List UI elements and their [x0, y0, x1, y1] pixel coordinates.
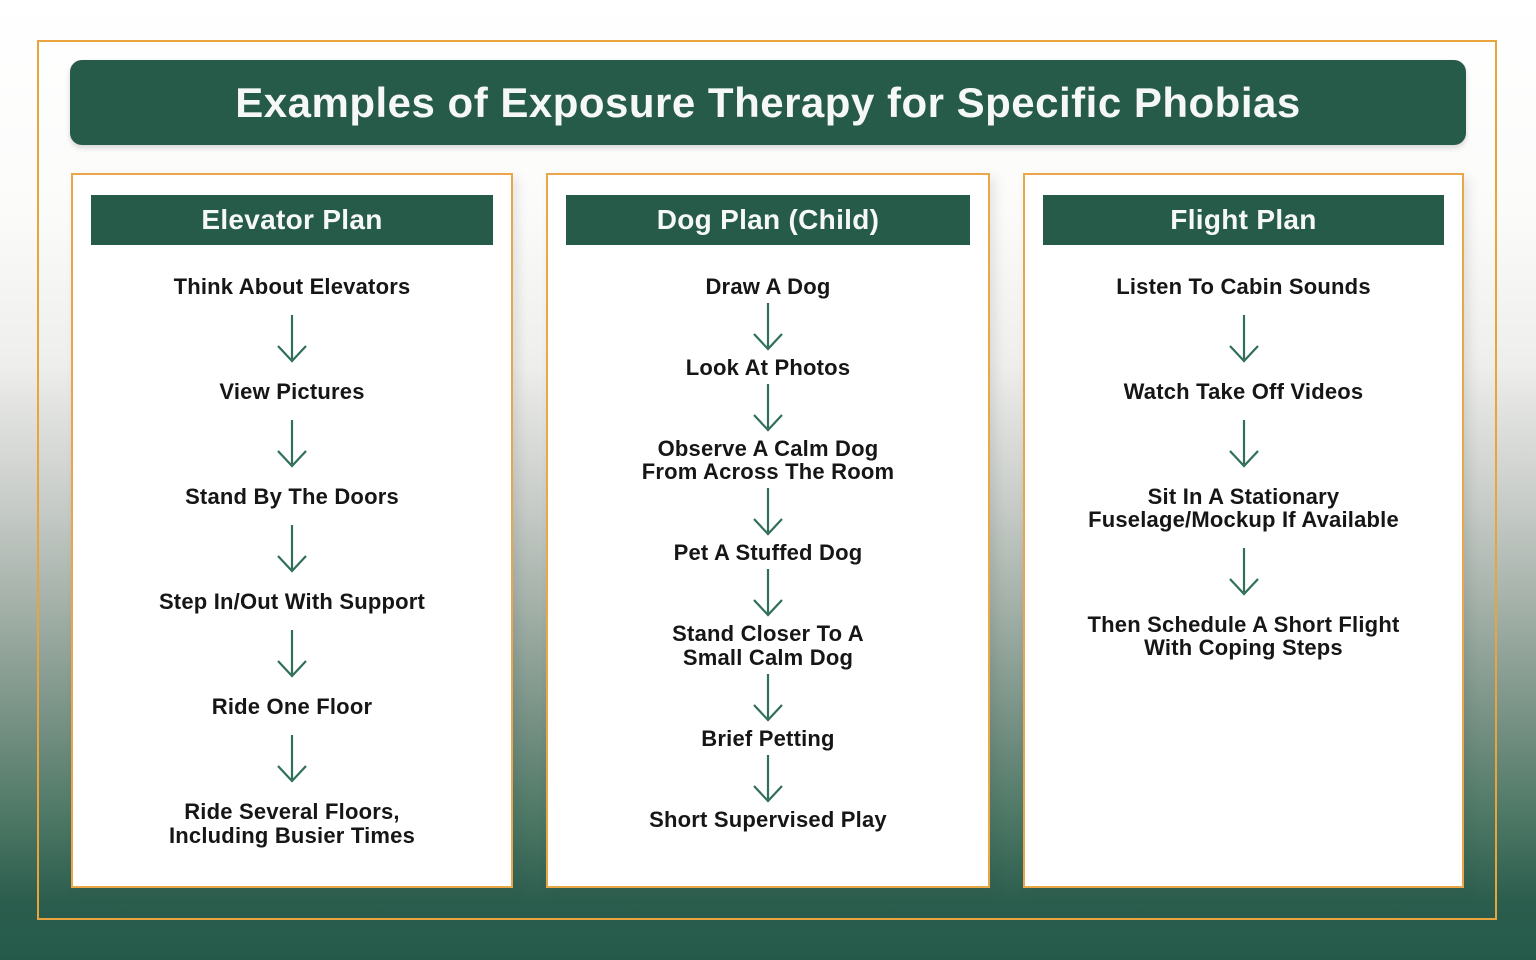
plan-header: Elevator Plan: [91, 195, 493, 245]
flow-step: Ride Several Floors, Including Busier Ti…: [168, 799, 416, 848]
down-arrow-icon: [748, 303, 788, 351]
flow-step: Stand Closer To A Small Calm Dog: [672, 621, 864, 670]
down-arrow-icon: [272, 524, 312, 574]
flow-step: Watch Take Off Videos: [1123, 379, 1364, 405]
flow-step: Pet A Stuffed Dog: [673, 540, 863, 566]
down-arrow-icon: [1224, 314, 1264, 364]
flow-step: Brief Petting: [701, 725, 835, 751]
down-arrow-icon: [272, 419, 312, 469]
flow-step: Look At Photos: [685, 355, 851, 381]
plan-header: Dog Plan (Child): [566, 195, 970, 245]
flow-step: Draw A Dog: [705, 274, 831, 299]
steps-list: Listen To Cabin Sounds Watch Take Off Vid…: [1025, 245, 1462, 660]
flow-step: Step In/Out With Support: [158, 589, 426, 615]
down-arrow-icon: [748, 673, 788, 722]
flow-step: Then Schedule A Short Flight With Coping…: [1087, 612, 1400, 661]
flow-step: Listen To Cabin Sounds: [1116, 274, 1371, 299]
flow-step: Sit In A Stationary Fuselage/Mockup If A…: [1088, 484, 1399, 533]
plan-card-flight: Flight Plan Listen To Cabin Sounds Watch …: [1023, 173, 1464, 888]
down-arrow-icon: [748, 569, 788, 618]
down-arrow-icon: [748, 488, 788, 536]
page-title-banner: Examples of Exposure Therapy for Specifi…: [70, 60, 1466, 145]
flow-step: Stand By The Doors: [185, 484, 399, 510]
down-arrow-icon: [748, 384, 788, 432]
plan-card-elevator: Elevator Plan Think About Elevators View …: [71, 173, 513, 888]
flow-step: View Pictures: [219, 379, 365, 405]
plan-card-dog: Dog Plan (Child) Draw A Dog Look At Photo…: [546, 173, 990, 888]
down-arrow-icon: [748, 754, 788, 803]
page-title: Examples of Exposure Therapy for Specifi…: [235, 78, 1301, 126]
down-arrow-icon: [1224, 419, 1264, 469]
flow-step: Think About Elevators: [173, 274, 411, 299]
steps-list: Think About Elevators View Pictures Stand …: [73, 245, 511, 847]
down-arrow-icon: [1224, 547, 1264, 597]
down-arrow-icon: [272, 314, 312, 364]
down-arrow-icon: [272, 734, 312, 784]
flow-step: Short Supervised Play: [649, 806, 887, 832]
plan-header: Flight Plan: [1043, 195, 1444, 245]
flow-step: Observe A Calm Dog From Across The Room: [641, 436, 895, 485]
flow-step: Ride One Floor: [211, 694, 373, 720]
steps-list: Draw A Dog Look At Photos Observe A Calm D…: [548, 245, 988, 831]
down-arrow-icon: [272, 629, 312, 679]
